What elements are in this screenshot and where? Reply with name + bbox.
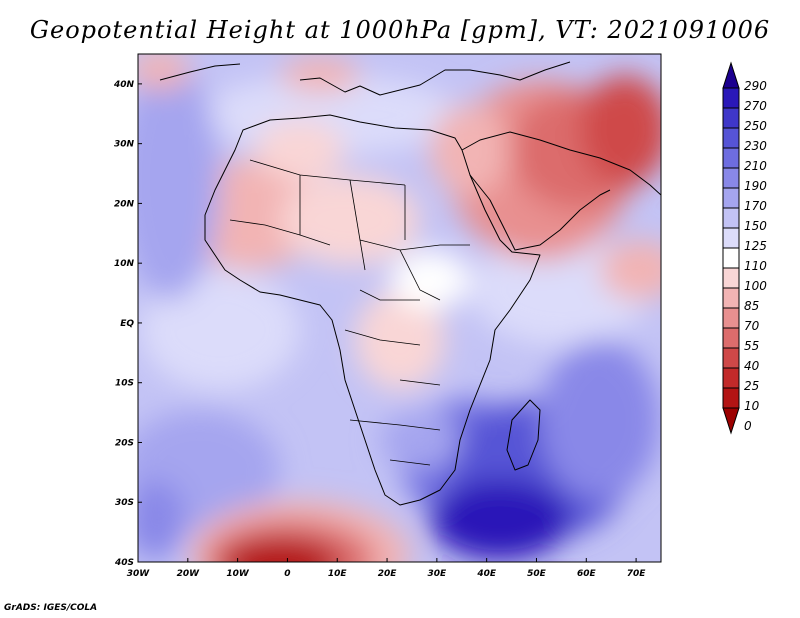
colorbar-level-label: 290 [744,79,767,93]
colorbar-swatch [722,367,740,389]
latitude-ticks: 40N 30N 20N 10N EQ 10S 20S 30S 40S [113,80,142,568]
colorbar-swatch [722,187,740,209]
colorbar-swatch [722,347,740,369]
colorbar-swatch [722,287,740,309]
longitude-ticks: 30W 20W 10W 0 10E 20E 30E 40E 50E 60E 70E [127,558,647,579]
colorbar-level-label: 10 [744,399,760,413]
lon-tick-label: 10E [328,569,348,579]
lon-tick-label: 30W [127,569,151,579]
colorbar-level-label: 100 [744,279,767,293]
africa-coastline [204,114,541,506]
field-blobs [138,54,661,562]
lon-tick-label: 30E [428,569,448,579]
colorbar-swatch [722,267,740,289]
map-area [138,54,661,562]
lon-tick-label: 70E [627,569,647,579]
lat-tick-label: 40S [114,558,134,568]
lat-tick-label: 20S [115,438,134,448]
arabia-coastline [461,131,661,251]
europe-coastline [159,61,571,96]
colorbar-swatch [722,87,740,109]
colorbar-swatch [722,387,740,409]
lat-tick-label: 10S [115,379,134,389]
madagascar-coastline [506,399,541,471]
colorbar-swatch [722,247,740,269]
lon-tick-label: 60E [577,569,597,579]
country-borders [229,159,470,466]
colorbar-level-label: 230 [744,139,767,153]
colorbar-level-label: 190 [744,179,767,193]
lat-tick-label: 30N [114,140,135,150]
colorbar-swatch [722,207,740,229]
colorbar-level-label: 270 [744,99,767,113]
grads-credit: GrADS: IGES/COLA [4,603,98,613]
colorbar-level-label: 110 [744,259,767,273]
lon-tick-label: 10W [226,569,250,579]
colorbar-top-arrow [722,61,740,89]
colorbar-swatch [722,327,740,349]
colorbar-level-label: 25 [744,379,759,393]
colorbar-level-label: 125 [744,239,767,253]
colorbar-swatch [722,227,740,249]
lon-tick-label: 20E [378,569,398,579]
colorbar-level-label: 55 [744,339,759,353]
colorbar-swatch [722,127,740,149]
lon-tick-label: 40E [476,569,497,579]
colorbar-level-label: 170 [744,199,767,213]
lon-tick-label: 0 [284,569,290,579]
map-frame [137,53,662,563]
chart-title: Geopotential Height at 1000hPa [gpm], VT… [29,16,771,44]
colorbar-swatch [722,107,740,129]
colorbar-level-label: 250 [744,119,767,133]
colorbar-swatch [722,167,740,189]
colorbar-bottom-arrow [722,407,740,435]
lon-tick-label: 20W [177,569,201,579]
colorbar-level-label: 0 [744,419,752,433]
colorbar: 2902702502302101901701501251101008570554… [722,61,767,435]
lat-tick-label: 10N [114,259,135,269]
colorbar-level-label: 210 [744,159,767,173]
colorbar-level-label: 70 [744,319,760,333]
lat-tick-label: 30S [115,498,134,508]
colorbar-swatch [722,307,740,329]
lat-tick-label: 20N [114,199,135,209]
lat-tick-label: 40N [113,80,135,90]
colorbar-level-label: 150 [744,219,767,233]
colorbar-swatch [722,147,740,169]
lon-tick-label: 50E [527,569,547,579]
lat-tick-label: EQ [120,319,134,329]
colorbar-level-label: 85 [744,299,759,313]
colorbar-level-label: 40 [744,359,760,373]
